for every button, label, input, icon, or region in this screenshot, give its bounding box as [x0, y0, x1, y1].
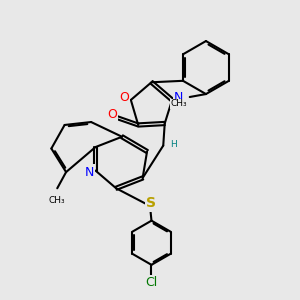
Text: CH₃: CH₃ — [49, 196, 66, 205]
Text: Cl: Cl — [145, 276, 158, 289]
Text: S: S — [146, 196, 157, 210]
Text: O: O — [119, 91, 129, 104]
Text: CH₃: CH₃ — [171, 99, 188, 108]
Text: N: N — [174, 91, 183, 104]
Text: N: N — [84, 166, 94, 178]
Text: O: O — [107, 108, 117, 121]
Text: H: H — [170, 140, 177, 148]
